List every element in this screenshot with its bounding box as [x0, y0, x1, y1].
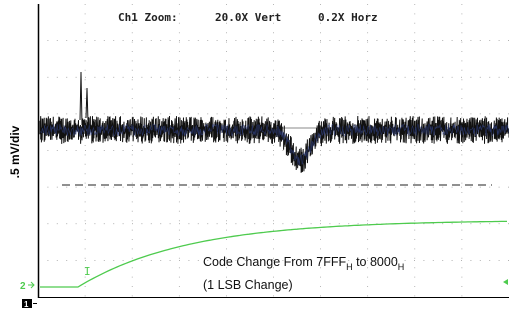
- annotation-line2: (1 LSB Change): [203, 278, 293, 292]
- header-horizontal: 0.2X Horz: [318, 11, 378, 24]
- ch1-marker: 1: [24, 300, 29, 309]
- annotation-text: Code Change From 7FFF: [203, 255, 346, 269]
- header-channel: Ch1 Zoom:: [118, 11, 178, 24]
- page: I Ch1 Zoom: 20.0X Vert 0.2X Horz .5 mV/d…: [0, 0, 509, 325]
- header-vertical: 20.0X Vert: [215, 11, 281, 24]
- scope-screen: I Ch1 Zoom: 20.0X Vert 0.2X Horz .5 mV/d…: [0, 0, 509, 325]
- ch2-marker: 2: [20, 281, 26, 292]
- background: [0, 0, 509, 325]
- annotation-text: to 8000: [353, 255, 398, 269]
- cursor-mark: I: [84, 265, 91, 278]
- annotation-sub: H: [398, 262, 405, 272]
- y-scale-label: .5 mV/div: [8, 125, 22, 178]
